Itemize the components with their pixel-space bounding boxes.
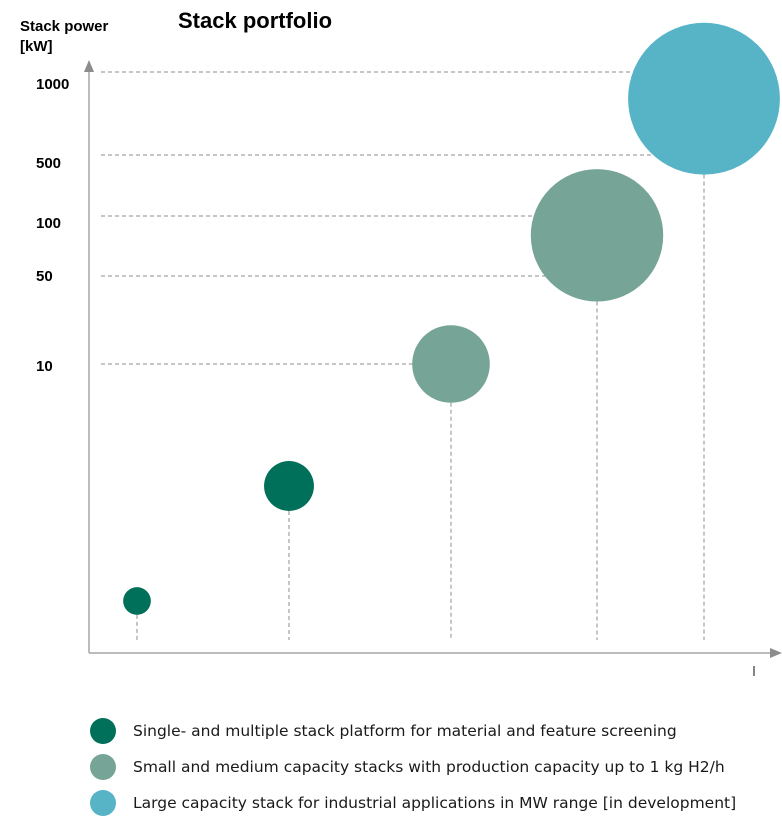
chart-legend: Single- and multiple stack platform for … xyxy=(90,713,782,821)
stack-portfolio-chart: Stack portfolio Stack power [kW] 1000 500… xyxy=(20,8,782,676)
legend-label-2: Small and medium capacity stacks with pr… xyxy=(133,758,725,776)
x-axis-arrow xyxy=(770,648,782,658)
y-tick-label-500: 500 xyxy=(36,155,61,172)
legend-item-3: Large capacity stack for industrial appl… xyxy=(90,785,782,821)
chart-title: Stack portfolio xyxy=(178,8,332,33)
y-tick-label-1000: 1000 xyxy=(36,76,69,93)
y-tick-label-100: 100 xyxy=(36,215,61,232)
bubble-point-3 xyxy=(412,325,490,403)
y-axis-label-line-2: [kW] xyxy=(20,38,53,55)
legend-marker-3 xyxy=(90,790,116,816)
legend-marker-1 xyxy=(90,718,116,744)
legend-label-3: Large capacity stack for industrial appl… xyxy=(133,794,737,812)
legend-item-1: Single- and multiple stack platform for … xyxy=(90,713,782,749)
bubble-point-4 xyxy=(530,169,664,302)
y-axis-arrow xyxy=(84,60,94,72)
legend-item-2: Small and medium capacity stacks with pr… xyxy=(90,749,782,785)
legend-marker-2 xyxy=(90,754,116,780)
y-tick-label-10: 10 xyxy=(36,358,53,375)
y-tick-label-50: 50 xyxy=(36,268,53,285)
y-axis-label-line-1: Stack power xyxy=(20,18,109,35)
bubble-point-1 xyxy=(123,587,151,615)
bubble-point-2 xyxy=(264,461,314,511)
y-axis-label: Stack power [kW] xyxy=(20,18,113,55)
bubble-point-5 xyxy=(628,22,780,175)
legend-label-1: Single- and multiple stack platform for … xyxy=(133,722,677,740)
